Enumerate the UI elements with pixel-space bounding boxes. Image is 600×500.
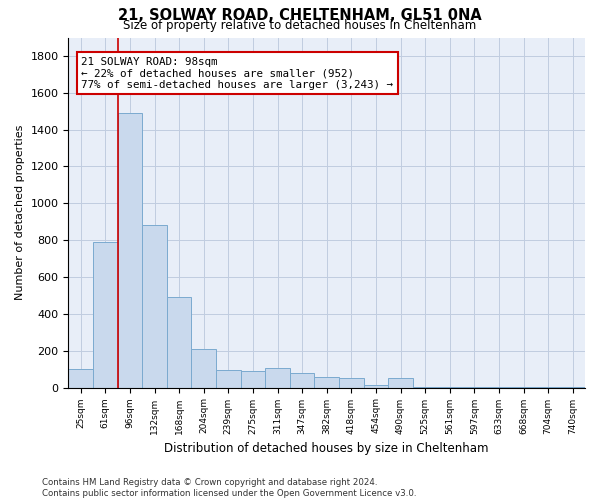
Bar (536, 386, 560, 388)
Text: Contains HM Land Registry data © Crown copyright and database right 2024.
Contai: Contains HM Land Registry data © Crown c… (42, 478, 416, 498)
Y-axis label: Number of detached properties: Number of detached properties (15, 125, 25, 300)
Text: 21, SOLWAY ROAD, CHELTENHAM, GL51 0NA: 21, SOLWAY ROAD, CHELTENHAM, GL51 0NA (118, 8, 482, 22)
Bar (216, 370, 241, 388)
Bar (142, 226, 167, 388)
Bar (511, 386, 536, 388)
Bar (191, 349, 216, 388)
Bar (388, 378, 413, 388)
Bar (437, 386, 462, 388)
Text: Size of property relative to detached houses in Cheltenham: Size of property relative to detached ho… (124, 18, 476, 32)
Bar (314, 376, 339, 388)
Text: 21 SOLWAY ROAD: 98sqm
← 22% of detached houses are smaller (952)
77% of semi-det: 21 SOLWAY ROAD: 98sqm ← 22% of detached … (82, 57, 394, 90)
X-axis label: Distribution of detached houses by size in Cheltenham: Distribution of detached houses by size … (164, 442, 489, 455)
Bar (118, 113, 142, 388)
Bar (167, 298, 191, 388)
Bar (462, 386, 487, 388)
Bar (265, 368, 290, 388)
Bar (413, 386, 437, 388)
Bar (339, 378, 364, 388)
Bar (93, 242, 118, 388)
Bar (487, 386, 511, 388)
Bar (68, 369, 93, 388)
Bar (364, 385, 388, 388)
Bar (560, 386, 585, 388)
Bar (241, 371, 265, 388)
Bar (290, 373, 314, 388)
